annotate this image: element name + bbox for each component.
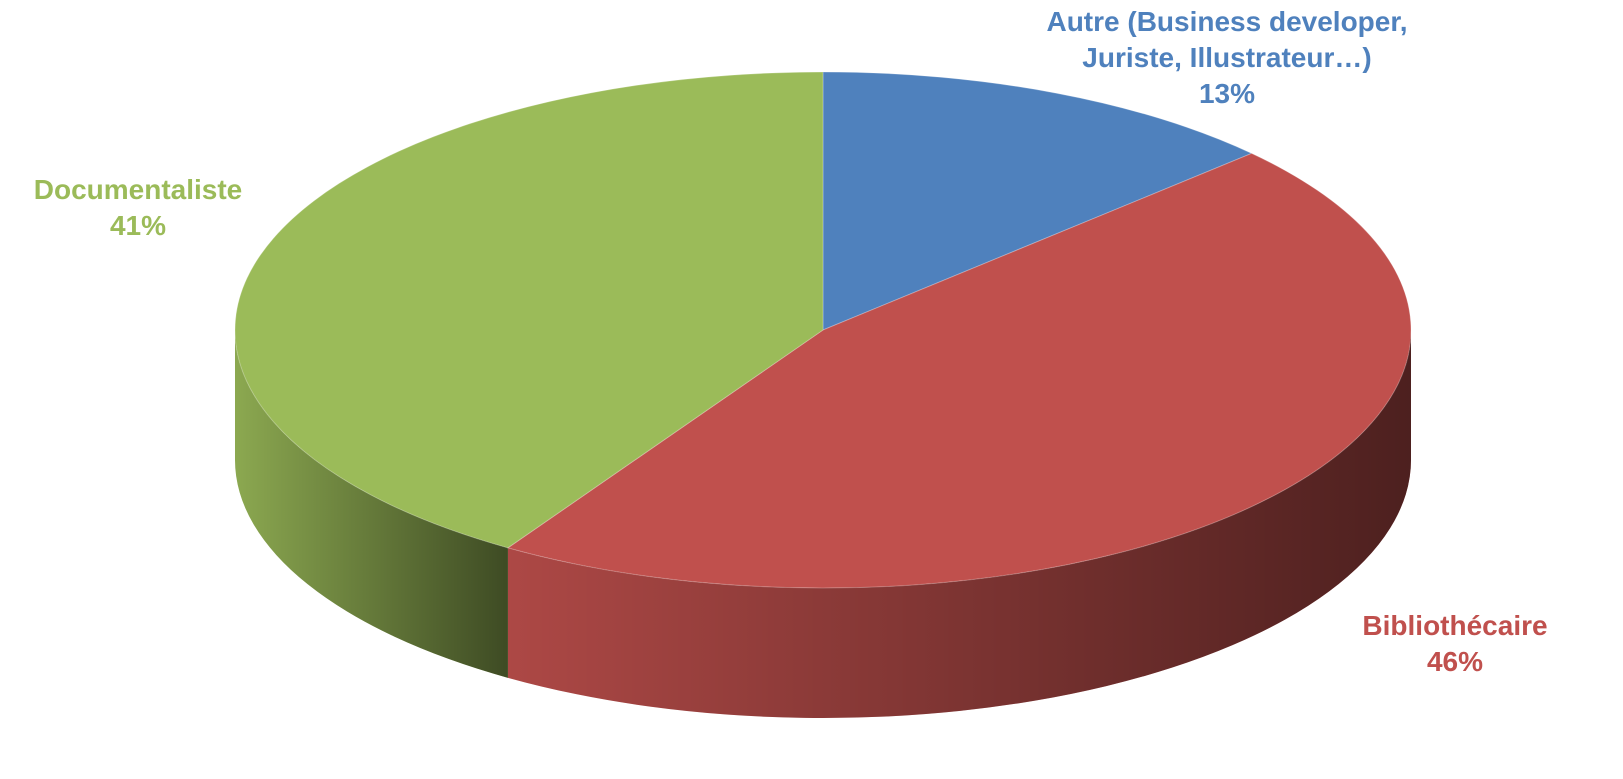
slice-value: 46%: [1426, 646, 1484, 677]
pie-slice: [822, 71, 1253, 331]
slice-value: 13%: [1198, 78, 1256, 109]
slice-name: Bibliothécaire: [1362, 610, 1548, 641]
slice-label: Bibliothécaire 46%: [1325, 608, 1585, 680]
slice-value: 41%: [109, 210, 167, 241]
slice-label: Documentaliste 41%: [0, 172, 278, 244]
pie-side-shade: [235, 330, 508, 678]
slice-label: Autre (Business developer, Juriste, Illu…: [997, 4, 1457, 112]
slice-name: Autre (Business developer, Juriste, Illu…: [1046, 6, 1408, 73]
pie-slice: [234, 71, 824, 549]
pie-side-shade: [507, 330, 1411, 718]
pie-slice: [506, 152, 1412, 589]
slice-name: Documentaliste: [33, 174, 243, 205]
